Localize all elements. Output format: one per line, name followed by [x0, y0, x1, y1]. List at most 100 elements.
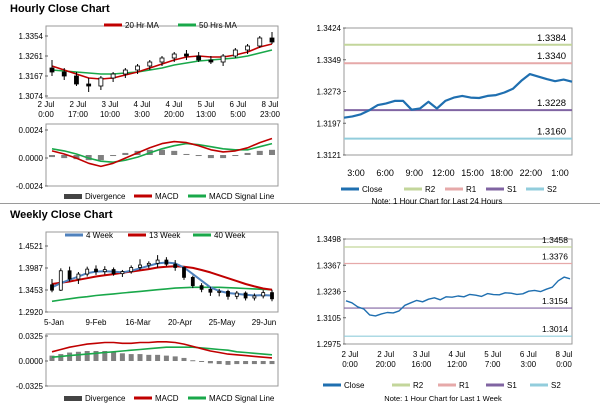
- y-tick-label: 1.3987: [19, 264, 44, 273]
- x-tick-label: 25-May: [209, 318, 236, 327]
- x-tick-label: 16:00: [411, 360, 432, 369]
- section-divider: [0, 203, 600, 204]
- candle-body: [252, 295, 257, 299]
- x-tick-label: 8 Jul: [556, 350, 573, 359]
- chart-note: Note: 1 Hour Chart for Last 24 Hours: [372, 197, 503, 206]
- x-tick-label: 2 Jul: [377, 350, 394, 359]
- candle-body: [199, 285, 204, 290]
- x-tick-label: 6 Jul: [230, 100, 247, 109]
- divergence-bar: [251, 361, 257, 365]
- legend-label: S2: [547, 185, 557, 194]
- candle-body: [245, 45, 250, 51]
- candle-body: [184, 53, 189, 57]
- candle-body: [138, 264, 142, 268]
- level-label-s2: 1.3160: [537, 127, 566, 138]
- candle-body: [257, 37, 263, 47]
- divergence-bar: [73, 155, 80, 160]
- legend-label: S2: [551, 381, 561, 390]
- divergence-bar: [232, 155, 239, 157]
- x-tick-label: 6:00: [376, 168, 394, 178]
- candle-body: [208, 288, 213, 293]
- y-tick-label: 1.3236: [317, 288, 342, 297]
- x-tick-label: 0:00: [342, 360, 358, 369]
- divergence-bar: [155, 354, 161, 361]
- legend-label: MACD Signal Line: [209, 394, 275, 403]
- x-tick-label: 13:00: [196, 110, 217, 119]
- legend-label: R2: [413, 381, 424, 390]
- candle-body: [182, 267, 186, 278]
- y-tick-label: 0.0325: [19, 332, 44, 341]
- x-tick-label: 5-Jan: [44, 318, 64, 327]
- legend-label: Close: [344, 381, 365, 390]
- x-tick-label: 20:00: [376, 360, 397, 369]
- y-tick-label: 1.3273: [317, 88, 342, 97]
- candle-body: [208, 59, 214, 63]
- candle-body: [147, 61, 153, 67]
- divergence-bar: [128, 354, 134, 361]
- candle-body: [61, 71, 67, 77]
- candle-body: [234, 292, 239, 297]
- y-tick-label: -0.0325: [16, 382, 44, 391]
- divergence-bar: [122, 152, 129, 155]
- y-tick-label: -0.0024: [16, 182, 44, 191]
- legend-label: MACD: [155, 192, 179, 201]
- y-tick-label: 1.2975: [317, 340, 342, 349]
- y-tick-label: 1.3074: [19, 92, 44, 101]
- hourly-section-title: Hourly Close Chart: [10, 3, 110, 15]
- plot-frame: [45, 333, 279, 387]
- x-tick-label: 9:00: [406, 168, 424, 178]
- x-tick-label: 18:00: [490, 168, 513, 178]
- candle-body: [98, 77, 104, 87]
- y-tick-label: 0.0000: [19, 154, 44, 163]
- x-tick-label: 5:00: [230, 110, 246, 119]
- weekly-macd-chart: 0.0325 0.0000 -0.0325 Divergence MACD MACD Si…: [16, 332, 279, 403]
- candle-body: [67, 270, 72, 280]
- level-label-r1: 1.3340: [537, 51, 566, 62]
- y-tick-label: 1.3349: [317, 56, 342, 65]
- x-tick-label: 4 Jul: [449, 350, 466, 359]
- candle-body: [129, 267, 134, 273]
- x-tick-label: 17:00: [68, 110, 89, 119]
- candle-body: [220, 55, 226, 63]
- candle-body: [243, 292, 248, 299]
- y-tick-label: 1.3105: [317, 314, 342, 323]
- plot-frame: [45, 123, 279, 187]
- divergence-bar: [61, 155, 68, 159]
- y-tick-label: 1.4521: [19, 242, 44, 251]
- level-label-s2: 1.3014: [542, 324, 568, 334]
- candle-body: [155, 259, 160, 264]
- x-tick-label: 10:00: [100, 110, 121, 119]
- chart-note: Note: 1 Hour Chart for Last 1 Week: [384, 394, 502, 403]
- y-tick-label: 1.3367: [317, 261, 342, 270]
- divergence-bar: [97, 155, 104, 161]
- divergence-bar: [216, 361, 222, 365]
- divergence-bar: [119, 353, 125, 361]
- legend-label: Divergence: [85, 394, 126, 403]
- candle-body: [135, 65, 140, 71]
- legend-label: 40 Week: [214, 231, 246, 240]
- divergence-bar: [67, 352, 73, 361]
- x-tick-label: 5 Jul: [484, 350, 501, 359]
- candle-body: [86, 83, 92, 87]
- divergence-bar: [234, 361, 240, 365]
- y-tick-label: 0.0024: [19, 126, 44, 135]
- candle-body: [120, 271, 125, 275]
- divergence-bar: [75, 351, 81, 361]
- divergence-bar: [190, 360, 196, 362]
- candle-body: [269, 37, 275, 43]
- divergence-bar: [111, 351, 117, 361]
- candle-body: [76, 273, 81, 280]
- candle-body: [111, 269, 116, 275]
- candle-body: [270, 292, 274, 300]
- x-tick-label: 3:00: [347, 168, 365, 178]
- candle-body: [217, 290, 222, 293]
- divergence-bar: [137, 354, 143, 361]
- y-tick-label: 0.0000: [19, 357, 44, 366]
- legend-label: Close: [362, 185, 383, 194]
- macd-line: [51, 137, 273, 168]
- x-tick-label: 12:00: [447, 360, 468, 369]
- candle-body: [171, 53, 177, 59]
- x-tick-label: 6 Jul: [520, 350, 537, 359]
- x-tick-label: 22:00: [520, 168, 543, 178]
- candle-body: [190, 276, 195, 287]
